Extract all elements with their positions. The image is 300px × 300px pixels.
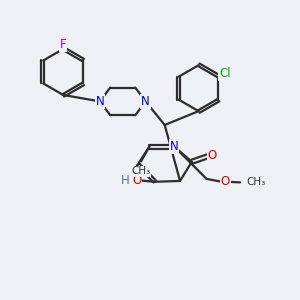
Text: O: O bbox=[207, 148, 217, 161]
Text: N: N bbox=[141, 95, 150, 108]
Text: O: O bbox=[221, 175, 230, 188]
Text: F: F bbox=[60, 38, 67, 51]
Text: N: N bbox=[96, 95, 104, 108]
Text: CH₃: CH₃ bbox=[131, 167, 151, 176]
Text: Cl: Cl bbox=[219, 67, 231, 80]
Text: N: N bbox=[170, 140, 178, 153]
Text: H: H bbox=[121, 174, 129, 187]
Text: O: O bbox=[132, 174, 141, 187]
Text: CH₃: CH₃ bbox=[247, 177, 266, 188]
